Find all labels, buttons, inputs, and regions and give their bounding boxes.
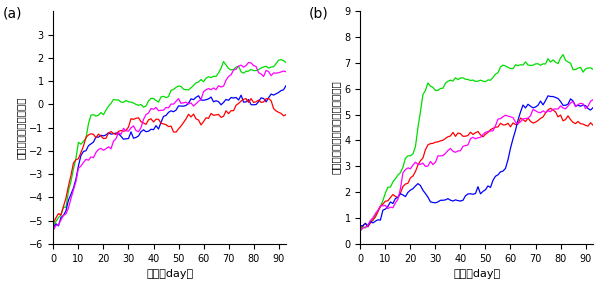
Y-axis label: セフィキシムの耗性能: セフィキシムの耗性能 [15,96,25,159]
Text: (a): (a) [2,7,22,21]
Y-axis label: クロラムフェニコールへの耗性能: クロラムフェニコールへの耗性能 [330,81,340,174]
X-axis label: 時間（day）: 時間（day） [453,269,500,279]
Text: (b): (b) [309,7,329,21]
X-axis label: 時間（day）: 時間（day） [146,269,193,279]
